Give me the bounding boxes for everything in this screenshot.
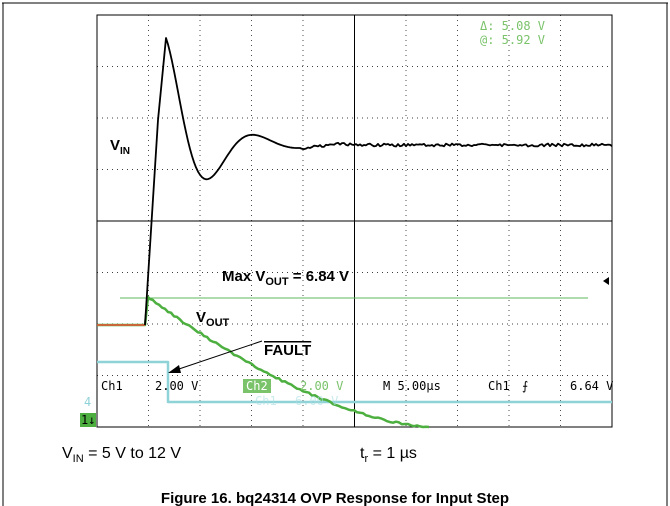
trigger-marker: [603, 277, 609, 285]
vin-range: VIN = 5 V to 12 V: [62, 445, 181, 465]
figure: Δ: 5.08 V @: 5.92 V VIN Max VOUT = 6.84 …: [0, 0, 670, 506]
ch1-marker: 1↓: [81, 413, 95, 427]
cursor-at: @: 5.92 V: [480, 33, 545, 47]
ch2-scale: 2.00 V: [300, 379, 343, 393]
frame: [2, 3, 668, 506]
trigger-level: 6.64 V: [570, 379, 613, 393]
fault-label: FAULT: [264, 342, 311, 359]
ch1-label: Ch1: [101, 379, 123, 393]
ch2-label: Ch2: [246, 379, 268, 393]
vin-label: VIN: [110, 137, 130, 157]
vout-label: VOUT: [196, 309, 230, 329]
ch1-scale: 2.00 V: [155, 379, 198, 393]
caption: Figure 16. bq24314 OVP Response for Inpu…: [161, 490, 509, 506]
max-vout-label: Max VOUT = 6.84 V: [222, 268, 349, 288]
cursor-delta: Δ: 5.08 V: [480, 19, 545, 33]
vin-trace: [145, 38, 612, 325]
trigger-source: Ch1: [488, 379, 510, 393]
rise-time: tr = 1 µs: [360, 445, 417, 465]
timebase: M 5.00µs: [383, 379, 441, 393]
trigger-symbol: ⨍: [522, 379, 528, 393]
ghost-scale: 6.00 V: [295, 394, 338, 408]
ghost-ch: Ch1: [255, 394, 277, 408]
ch4-marker: 4: [84, 395, 91, 409]
fault-arrow-head: [168, 365, 181, 373]
